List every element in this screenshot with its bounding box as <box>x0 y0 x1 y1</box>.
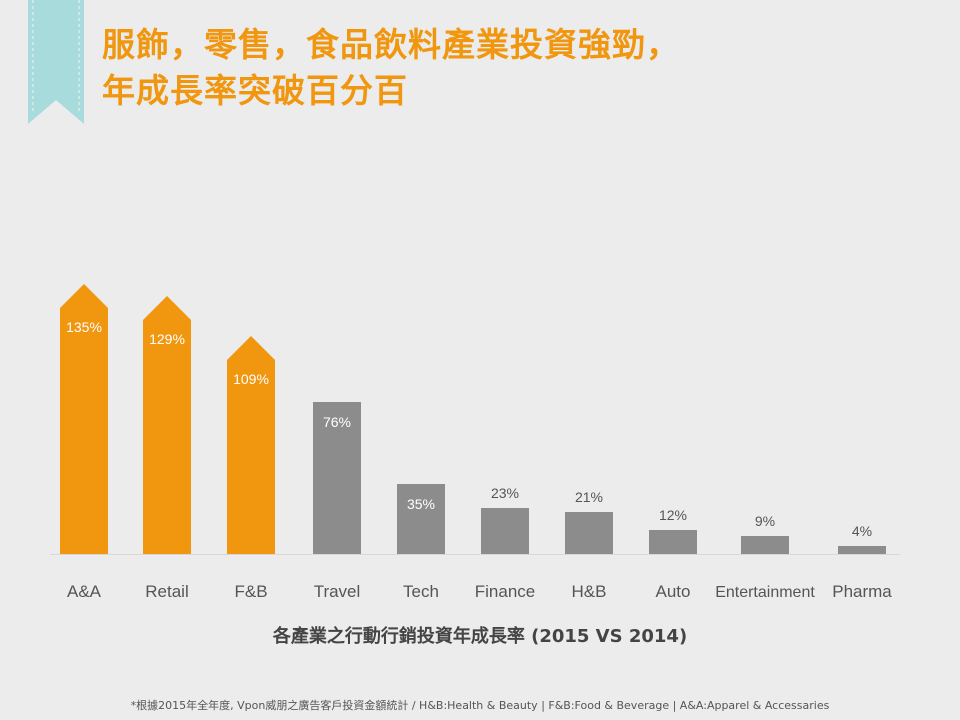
bar-f-b <box>227 336 275 554</box>
bar-auto <box>649 530 697 554</box>
category-label-h-b: H&B <box>572 582 607 601</box>
value-label-travel: 76% <box>323 414 351 430</box>
bar-retail <box>143 296 191 554</box>
slide-title-line-1: 服飾，零售，食品飲料產業投資強勁， <box>102 25 680 64</box>
value-label-h-b: 21% <box>575 489 603 505</box>
value-label-retail: 129% <box>149 331 185 347</box>
bar-h-b <box>565 512 613 554</box>
value-label-entertainment: 9% <box>755 513 775 529</box>
value-label-tech: 35% <box>407 496 435 512</box>
bookmark-ribbon-icon <box>28 0 84 124</box>
slide-title-line-2: 年成長率突破百分百 <box>102 71 408 110</box>
bar-pharma <box>838 546 886 554</box>
bar-tech <box>397 484 445 554</box>
value-label-pharma: 4% <box>852 523 872 539</box>
category-label-entertainment: Entertainment <box>715 584 815 601</box>
category-label-retail: Retail <box>145 582 188 601</box>
value-label-a-a: 135% <box>66 319 102 335</box>
category-label-tech: Tech <box>403 582 439 601</box>
bar-travel <box>313 402 361 554</box>
category-label-pharma: Pharma <box>832 582 892 601</box>
bar-entertainment <box>741 536 789 554</box>
bar-a-a <box>60 284 108 554</box>
category-label-a-a: A&A <box>67 582 102 601</box>
category-label-finance: Finance <box>475 582 535 601</box>
category-label-auto: Auto <box>656 582 691 601</box>
value-label-f-b: 109% <box>233 371 269 387</box>
category-label-f-b: F&B <box>234 582 267 601</box>
category-label-travel: Travel <box>314 582 361 601</box>
slide-title: 服飾，零售，食品飲料產業投資強勁， 年成長率突破百分百 <box>102 22 922 114</box>
value-label-auto: 12% <box>659 507 687 523</box>
footnote: *根據2015年全年度, Vpon威朋之廣告客戶投資金額統計 / H&B:Hea… <box>130 699 830 712</box>
bar-finance <box>481 508 529 554</box>
chart-title: 各產業之行動行銷投資年成長率 (2015 VS 2014) <box>272 626 688 647</box>
value-label-finance: 23% <box>491 485 519 501</box>
